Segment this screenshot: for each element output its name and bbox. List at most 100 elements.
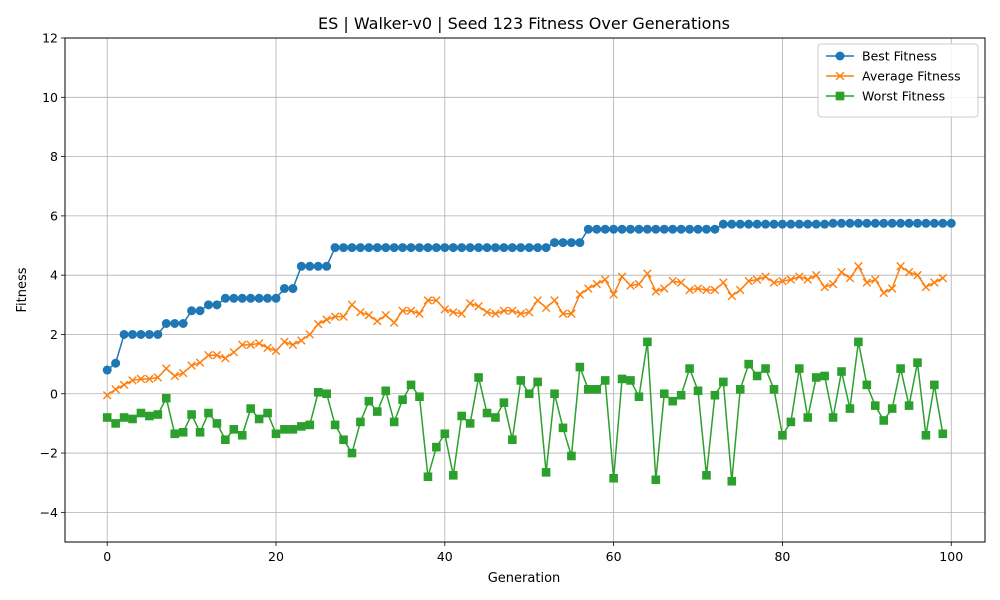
worst-fitness-point (938, 429, 948, 439)
worst-fitness-point (423, 472, 433, 482)
worst-fitness-point (845, 404, 855, 413)
best-fitness-point (153, 329, 163, 339)
best-fitness-point (178, 319, 188, 329)
average-fitness-point (364, 310, 374, 320)
average-fitness-point (423, 296, 433, 305)
best-fitness-point (288, 284, 298, 294)
best-fitness-point (744, 219, 754, 229)
y-tick-label: −4 (40, 505, 58, 520)
worst-fitness-point (693, 386, 703, 396)
worst-fitness-point (828, 413, 838, 422)
worst-fitness-point (372, 407, 382, 416)
worst-fitness-point (659, 389, 669, 399)
best-fitness-point (921, 218, 931, 228)
worst-fitness-point (921, 430, 931, 440)
worst-fitness-point (474, 373, 483, 382)
worst-fitness-point (567, 451, 576, 461)
best-fitness-point (507, 243, 517, 253)
average-fitness-point (356, 307, 365, 317)
worst-fitness-point (744, 359, 753, 369)
average-fitness-point (659, 284, 669, 293)
best-fitness-point (853, 218, 863, 228)
average-fitness-point (119, 380, 129, 390)
best-fitness-point (609, 224, 619, 234)
worst-fitness-point (347, 448, 357, 458)
worst-fitness-point (761, 364, 770, 373)
worst-fitness-point (600, 376, 610, 385)
average-fitness-point (448, 307, 458, 317)
average-fitness-point (887, 284, 897, 293)
average-fitness-point (170, 371, 180, 381)
best-fitness-point (701, 224, 711, 234)
best-fitness-point (592, 224, 602, 234)
y-tick-label: 10 (42, 90, 58, 105)
average-fitness-point (128, 376, 137, 385)
average-fitness-point (609, 290, 618, 299)
average-fitness-point (921, 282, 931, 292)
legend: Best Fitness Average Fitness Worst Fitness (817, 43, 979, 118)
average-fitness-point (854, 261, 863, 271)
worst-fitness-point (356, 417, 365, 427)
average-fitness-point (651, 287, 661, 296)
best-fitness-point (279, 284, 289, 294)
average-fitness-point (752, 275, 762, 284)
legend-box (817, 43, 979, 118)
worst-fitness-point (440, 429, 450, 439)
average-fitness-point (778, 276, 787, 286)
y-tick-label: 6 (50, 208, 58, 223)
x-tick-label: 0 (103, 549, 111, 564)
best-fitness-point (541, 243, 551, 253)
best-fitness-point (237, 293, 247, 303)
worst-fitness-point (119, 413, 129, 422)
best-fitness-point (347, 243, 357, 253)
average-fitness-point (330, 312, 340, 321)
best-fitness-point (296, 261, 306, 271)
worst-fitness-point (457, 411, 466, 421)
worst-fitness-point (491, 413, 500, 422)
best-fitness-point (651, 224, 661, 234)
worst-fitness-point (288, 425, 298, 434)
average-fitness-point (626, 281, 635, 290)
series-average-fitness (102, 261, 948, 400)
average-fitness-point (685, 285, 694, 295)
best-fitness-point (828, 218, 838, 228)
average-fitness-point (702, 285, 711, 295)
best-fitness-point (220, 293, 230, 303)
average-fitness-point (516, 309, 526, 319)
best-fitness-point (676, 224, 686, 234)
worst-fitness-point (153, 410, 163, 419)
worst-fitness-point (904, 401, 914, 410)
average-fitness-point (769, 278, 779, 287)
average-fitness-point (550, 296, 559, 305)
average-fitness-point (820, 282, 829, 292)
average-fitness-point (719, 278, 728, 287)
average-fitness-point (111, 385, 120, 394)
worst-fitness-point (735, 385, 745, 394)
best-fitness-point (710, 224, 720, 234)
best-fitness-point (558, 238, 568, 248)
average-fitness-point (938, 273, 948, 283)
best-fitness-point (313, 261, 323, 271)
average-fitness-point (828, 279, 838, 289)
average-fitness-point (710, 285, 720, 295)
worst-fitness-point (516, 376, 526, 385)
worst-fitness-point (254, 414, 264, 424)
best-fitness-point (440, 243, 450, 253)
average-fitness-point (398, 306, 407, 316)
worst-fitness-point (381, 386, 391, 396)
worst-fitness-point (592, 385, 602, 394)
x-tick-label: 80 (774, 549, 790, 564)
best-fitness-point (929, 218, 939, 228)
best-fitness-point (896, 218, 906, 228)
average-fitness-point (102, 390, 112, 400)
worst-fitness-point (811, 373, 821, 382)
average-fitness-point (634, 279, 644, 289)
worst-fitness-point (508, 435, 517, 445)
worst-fitness-point (280, 425, 289, 434)
average-fitness-point (347, 300, 357, 310)
worst-fitness-point (786, 417, 796, 427)
worst-fitness-point (820, 371, 829, 381)
average-fitness-point (904, 267, 914, 277)
worst-fitness-point (195, 428, 205, 437)
worst-fitness-point (643, 337, 652, 347)
